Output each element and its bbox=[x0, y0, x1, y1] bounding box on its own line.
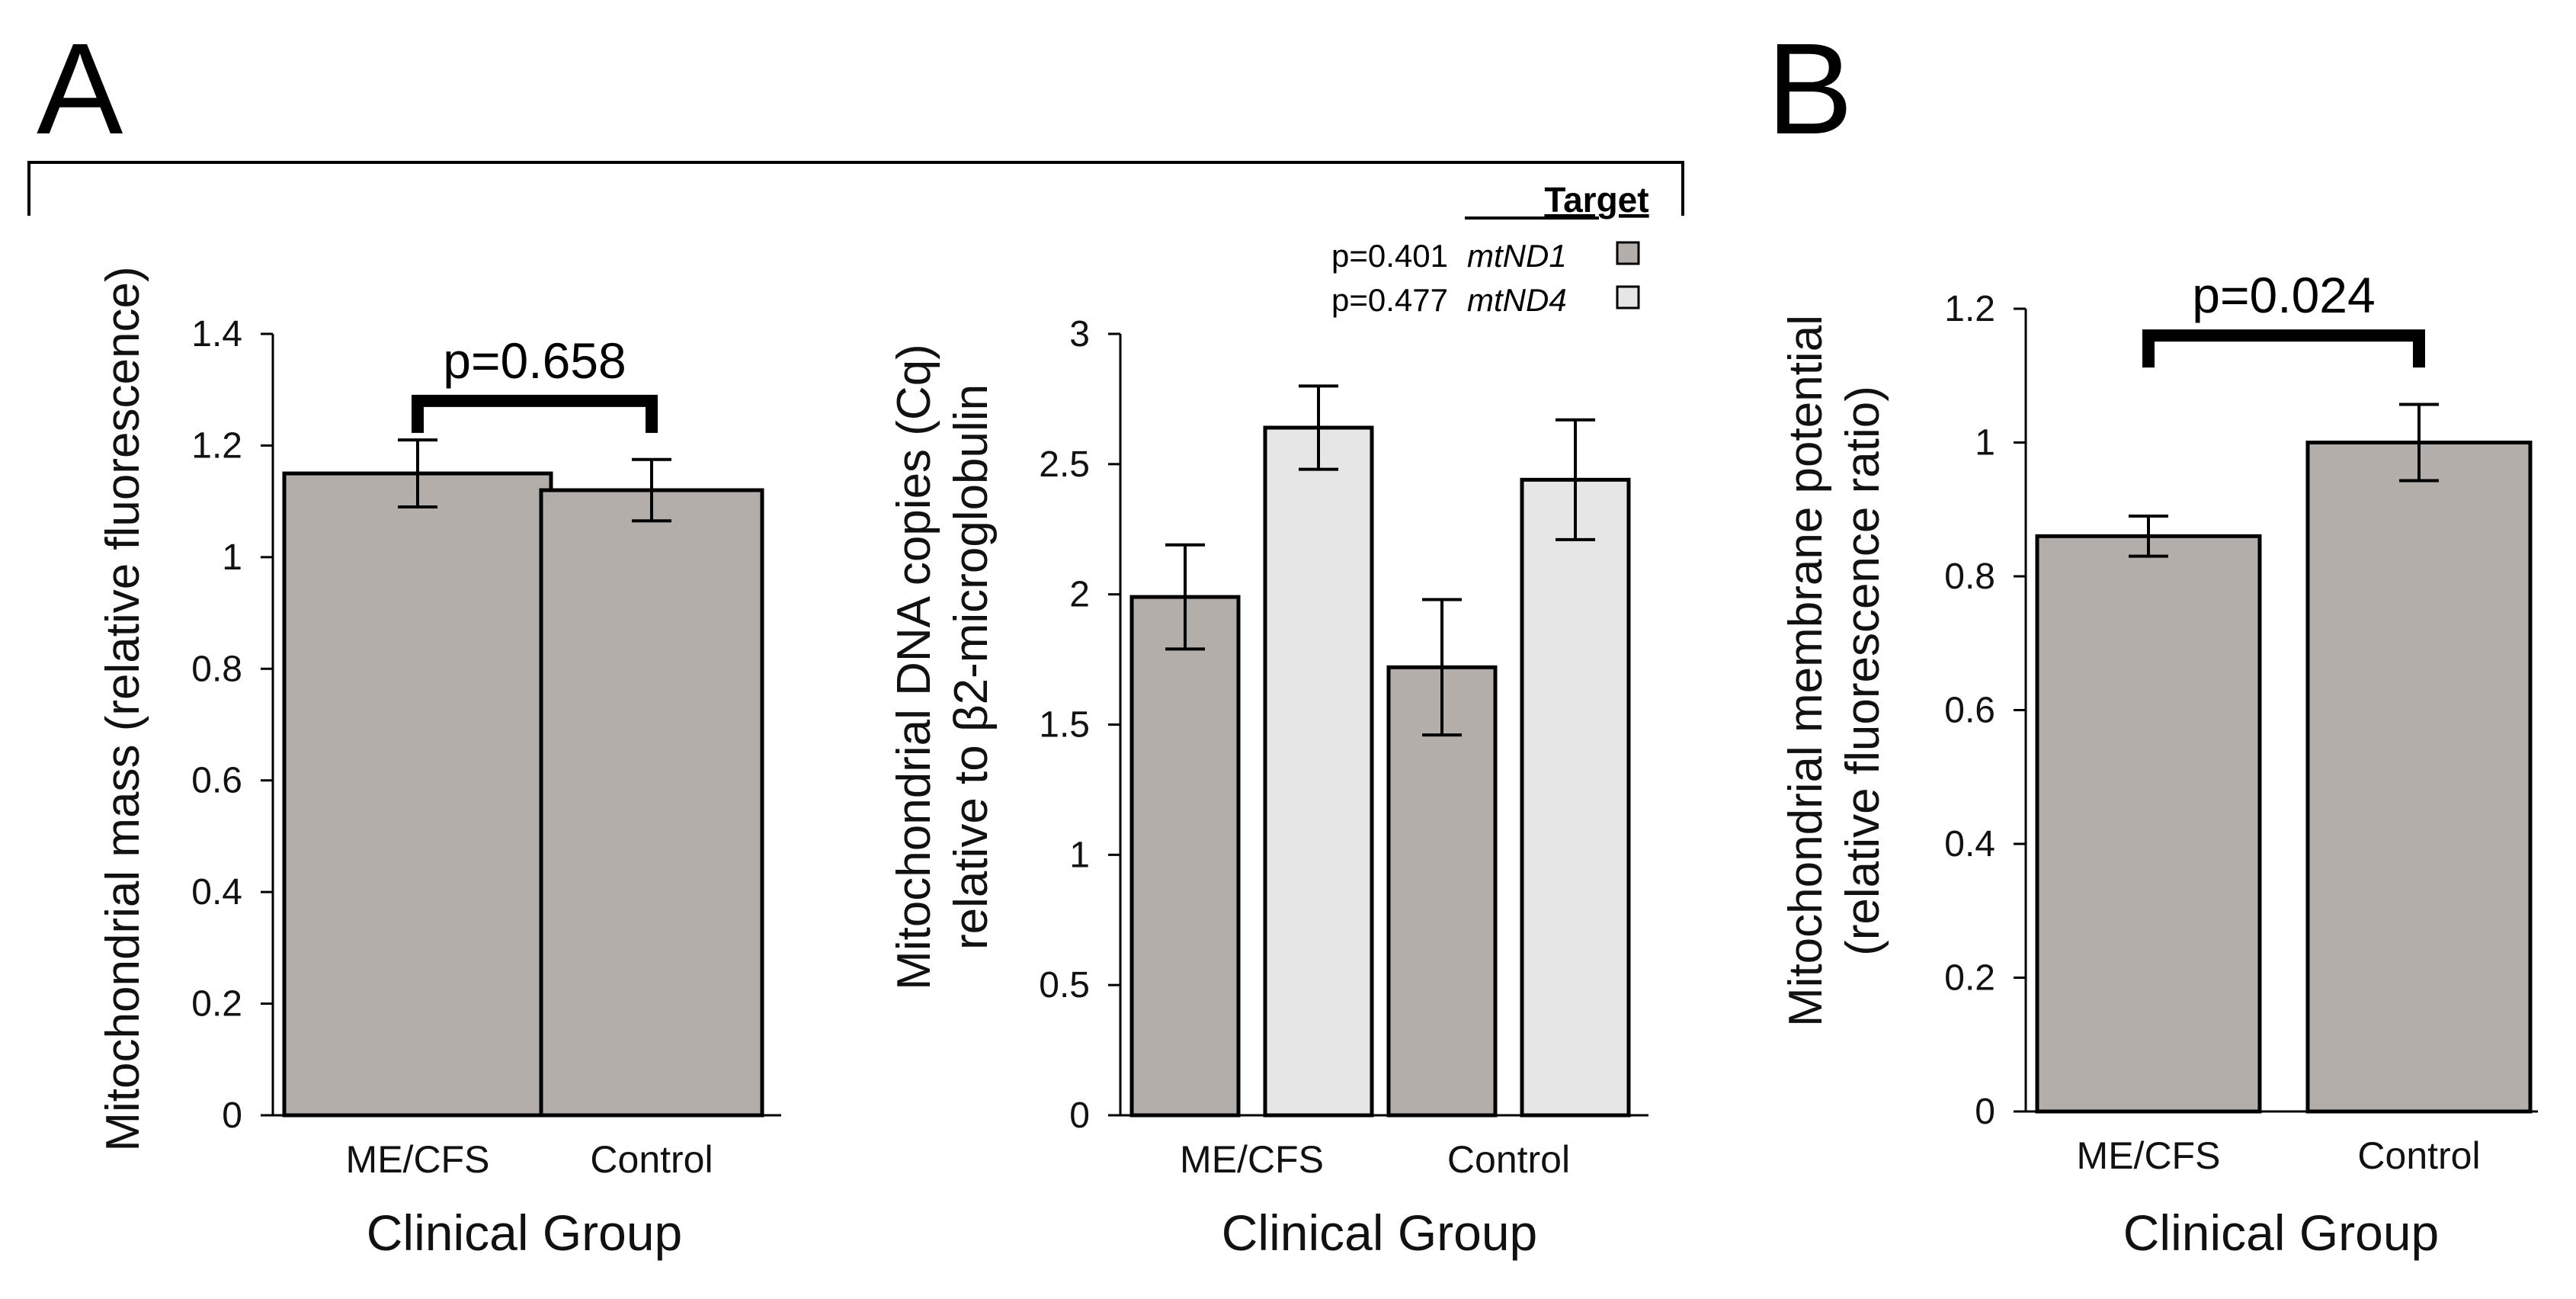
potential-chart-ylabel-line-2: (relative fluorescence ratio) bbox=[1837, 386, 1889, 956]
panel-label-b: B bbox=[1767, 17, 1853, 162]
panel-a-bracket bbox=[27, 161, 1684, 216]
dnaChart-ytick-label: 2 bbox=[1069, 575, 1090, 615]
massChart-ytick-label: 1 bbox=[222, 537, 242, 578]
potentialChart-ytick-label: 0 bbox=[1975, 1092, 1995, 1132]
potentialChart-bar-me-cfs bbox=[2035, 534, 2262, 1114]
potential-chart-ylabel-line-1: Mitochondrial membrane potential bbox=[1780, 315, 1832, 1027]
dna-chart-ylabel-line-1: Mitochondrial DNA copies (Cq) bbox=[888, 344, 940, 990]
legend-entry-2-pvalue: p=0.477 bbox=[1331, 282, 1448, 318]
mass-chart-xlabel: Clinical Group bbox=[367, 1204, 683, 1261]
dnaChart-ytick-label: 2.5 bbox=[1039, 444, 1090, 485]
mass-chart: Mitochondrial mass (relative fluorescenc… bbox=[97, 266, 781, 1261]
legend-swatch-mtnd4 bbox=[1616, 285, 1640, 310]
massChart-ytick-label: 1.4 bbox=[191, 314, 242, 354]
dnaChart-error-bar bbox=[1299, 384, 1338, 471]
panel-label-a: A bbox=[37, 17, 123, 162]
dnaChart-category-label: ME/CFS bbox=[1180, 1138, 1324, 1181]
dnaChart-bar-me-cfs-mtnd4 bbox=[1263, 425, 1374, 1118]
potentialChart-ytick-label: 0.2 bbox=[1944, 958, 1995, 999]
dnaChart-error-bar bbox=[1556, 418, 1595, 541]
legend-entry-1-pvalue: p=0.401 bbox=[1331, 238, 1448, 274]
dnaChart-category-label: Control bbox=[1447, 1138, 1570, 1181]
dna-chart-ylabel-line-2: relative to β2-microglobulin bbox=[945, 384, 998, 950]
potentialChart-ytick-label: 0.4 bbox=[1944, 824, 1995, 864]
massChart-category-label: Control bbox=[590, 1138, 713, 1181]
potentialChart-category-label: ME/CFS bbox=[2077, 1134, 2221, 1177]
massChart-category-label: ME/CFS bbox=[346, 1138, 490, 1181]
potentialChart-significance-bracket bbox=[2142, 329, 2425, 368]
potentialChart-ytick-label: 1 bbox=[1975, 423, 1995, 463]
massChart-ytick-label: 0.2 bbox=[191, 984, 242, 1025]
potentialChart-pvalue: p=0.024 bbox=[2192, 267, 2375, 323]
legend-title: Target bbox=[1544, 180, 1648, 220]
dnaChart-error-bar bbox=[1165, 543, 1205, 651]
massChart-ytick-label: 0.4 bbox=[191, 872, 242, 913]
legend-entry-2-name: mtND4 bbox=[1467, 282, 1567, 318]
legend-swatch-mtnd1 bbox=[1616, 241, 1640, 265]
dnaChart-bar-control-mtnd1 bbox=[1386, 665, 1498, 1118]
massChart-significance-bracket bbox=[412, 394, 658, 433]
massChart-ytick-label: 1.2 bbox=[191, 425, 242, 466]
mass-chart-ylabel-line: Mitochondrial mass (relative fluorescenc… bbox=[97, 266, 149, 1151]
massChart-ytick-label: 0.6 bbox=[191, 761, 242, 801]
potentialChart-error-bar bbox=[2399, 403, 2439, 483]
dna-chart: Mitochondrial DNA copies (Cq) relative t… bbox=[888, 180, 1649, 1261]
potentialChart-ytick-label: 0.8 bbox=[1944, 556, 1995, 597]
massChart-error-bar bbox=[632, 457, 671, 523]
dnaChart-bar-control-mtnd4 bbox=[1520, 477, 1631, 1118]
massChart-error-bar bbox=[398, 438, 437, 508]
dna-chart-xlabel: Clinical Group bbox=[1222, 1204, 1538, 1261]
massChart-bar-control bbox=[539, 488, 764, 1118]
potentialChart-ytick-label: 0.6 bbox=[1944, 691, 1995, 731]
legend-entry-1-name: mtND1 bbox=[1467, 238, 1567, 274]
potential-chart-xlabel: Clinical Group bbox=[2123, 1204, 2440, 1261]
potentialChart-error-bar bbox=[2129, 515, 2168, 558]
dnaChart-bar-me-cfs-mtnd1 bbox=[1129, 595, 1241, 1118]
dnaChart-error-bar bbox=[1422, 598, 1462, 737]
potentialChart-category-label: Control bbox=[2357, 1134, 2480, 1177]
massChart-ytick-label: 0 bbox=[222, 1095, 242, 1136]
potential-chart: Mitochondrial membrane potential (relati… bbox=[1780, 267, 2538, 1261]
potentialChart-bar-control bbox=[2305, 441, 2533, 1114]
dnaChart-ytick-label: 1 bbox=[1069, 835, 1090, 875]
dna-chart-legend: Target p=0.401 mtND1 p=0.477 mtND4 bbox=[1331, 180, 1649, 318]
dnaChart-ytick-label: 3 bbox=[1069, 314, 1090, 354]
potentialChart-ytick-label: 1.2 bbox=[1944, 289, 1995, 329]
dnaChart-ytick-label: 0.5 bbox=[1039, 965, 1090, 1006]
dnaChart-ytick-label: 0 bbox=[1069, 1095, 1090, 1136]
massChart-bar-me-cfs bbox=[282, 471, 553, 1118]
dnaChart-ytick-label: 1.5 bbox=[1039, 705, 1090, 746]
massChart-pvalue: p=0.658 bbox=[443, 332, 626, 389]
massChart-ytick-label: 0.8 bbox=[191, 649, 242, 689]
